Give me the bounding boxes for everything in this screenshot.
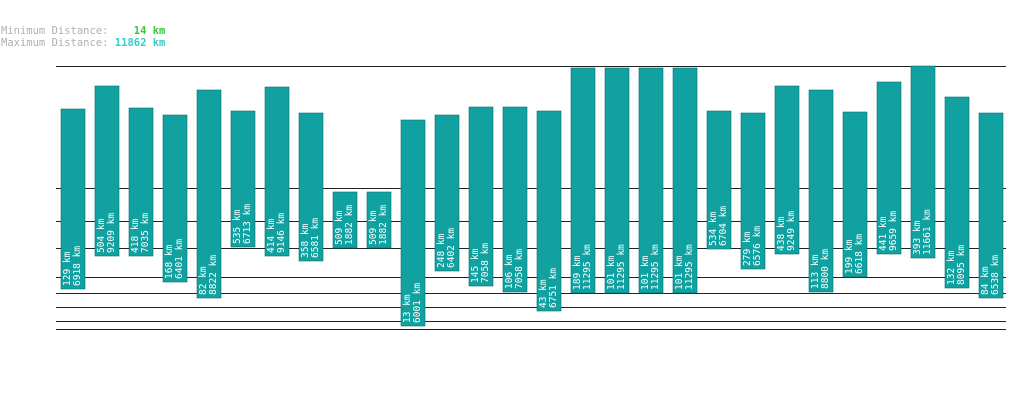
bar-label-short: 418 km <box>130 218 141 253</box>
bar-label-long: 8800 km <box>820 249 831 289</box>
bar-label-short: 199 km <box>844 239 855 274</box>
bar-label-long: 6581 km <box>310 218 321 258</box>
distance-bar <box>162 114 188 283</box>
bar-label-long: 1882 km <box>378 205 389 245</box>
distance-bar <box>230 110 256 248</box>
distance-bar <box>910 65 936 259</box>
distance-bar <box>808 89 834 293</box>
bar-label-long: 9249 km <box>786 211 797 251</box>
distance-bar <box>298 112 324 262</box>
bar-label-short: 101 km <box>640 255 651 290</box>
bar-label-long: 9659 km <box>888 211 899 251</box>
bar-label-long: 7035 km <box>140 213 151 253</box>
bar-label-long: 9209 km <box>106 213 117 253</box>
bar-label-short: 113 km <box>810 254 821 289</box>
distance-bar <box>468 106 494 287</box>
distance-bar <box>264 86 290 257</box>
distance-bar <box>876 81 902 255</box>
bar-label-short: 106 km <box>504 254 515 289</box>
bar-label-long: 6402 km <box>446 228 457 268</box>
distance-bar <box>672 67 698 294</box>
distance-bar <box>400 119 426 327</box>
distance-bar <box>366 191 392 249</box>
bar-label-short: 82 km <box>198 266 209 295</box>
bar-label-short: 168 km <box>164 244 175 279</box>
bar-label-long: 6576 km <box>752 226 763 266</box>
bar-label-short: 438 km <box>776 216 787 251</box>
bar-label-long: 7058 km <box>480 243 491 283</box>
bar-label-long: 6401 km <box>174 239 185 279</box>
bar-label-long: 1882 km <box>344 205 355 245</box>
bar-label-short: 43 km <box>538 279 549 308</box>
bar-label-long: 6713 km <box>242 204 253 244</box>
bar-label-long: 11295 km <box>650 244 661 290</box>
distance-bar <box>706 110 732 250</box>
bar-label-short: 248 km <box>436 233 447 268</box>
bar-label-long: 9146 km <box>276 213 287 253</box>
distance-bar <box>332 191 358 249</box>
min-distance-value: 14 km <box>133 25 166 37</box>
bar-label-long: 8822 km <box>208 255 219 295</box>
bar-label-short: 101 km <box>606 255 617 290</box>
bar-label-short: 504 km <box>96 218 107 253</box>
distance-bar <box>570 67 596 294</box>
distance-bar <box>502 106 528 293</box>
bar-label-short: 145 km <box>470 248 481 283</box>
bar-label-long: 8095 km <box>956 245 967 285</box>
bar-label-long: 6618 km <box>854 234 865 274</box>
bar-label-long: 6001 km <box>412 283 423 323</box>
distance-bar <box>638 67 664 294</box>
bar-label-short: 129 km <box>62 251 73 286</box>
distance-bar <box>536 110 562 312</box>
bar-label-short: 189 km <box>572 255 583 290</box>
bar-label-short: 279 km <box>742 231 753 266</box>
bar-label-short: 132 km <box>946 250 957 285</box>
distance-bar <box>978 112 1004 299</box>
distance-bar <box>842 111 868 278</box>
distance-bar <box>196 89 222 299</box>
distance-bar <box>604 67 630 294</box>
bar-label-long: 11295 km <box>582 244 593 290</box>
distance-bar <box>128 107 154 257</box>
bar-label-long: 11295 km <box>684 244 695 290</box>
bar-label-short: 441 km <box>878 216 889 251</box>
bar-label-long: 6918 km <box>72 246 83 286</box>
bar-label-short: 358 km <box>300 223 311 258</box>
bar-label-short: 393 km <box>912 220 923 255</box>
distance-bar <box>434 114 460 272</box>
bar-label-long: 11661 km <box>922 209 933 255</box>
bar-label-short: 509 km <box>334 210 345 245</box>
min-distance-label: Minimum Distance: <box>1 25 109 37</box>
distance-bar <box>60 108 86 290</box>
bar-label-long: 6538 km <box>990 255 1001 295</box>
distance-bar <box>94 85 120 257</box>
distance-bar <box>944 96 970 289</box>
bar-label-long: 11295 km <box>616 244 627 290</box>
bar-label-short: 84 km <box>980 266 991 295</box>
bar-label-long: 7058 km <box>514 249 525 289</box>
bar-label-short: 101 km <box>674 255 685 290</box>
bar-label-long: 6751 km <box>548 268 559 308</box>
max-distance-value: 11862 km <box>114 37 166 49</box>
bar-label-short: 535 km <box>232 209 243 244</box>
max-distance-label: Maximum Distance: <box>1 37 109 49</box>
bar-label-short: 509 km <box>368 210 379 245</box>
distance-summary: Minimum Distance: 14 km Maximum Distance… <box>1 25 165 49</box>
distance-bar <box>740 112 766 270</box>
bar-label-short: 534 km <box>708 211 719 246</box>
bar-label-short: 13 km <box>402 294 413 323</box>
bar-label-short: 414 km <box>266 218 277 253</box>
bar-label-long: 6704 km <box>718 206 729 246</box>
distance-bar <box>774 85 800 255</box>
